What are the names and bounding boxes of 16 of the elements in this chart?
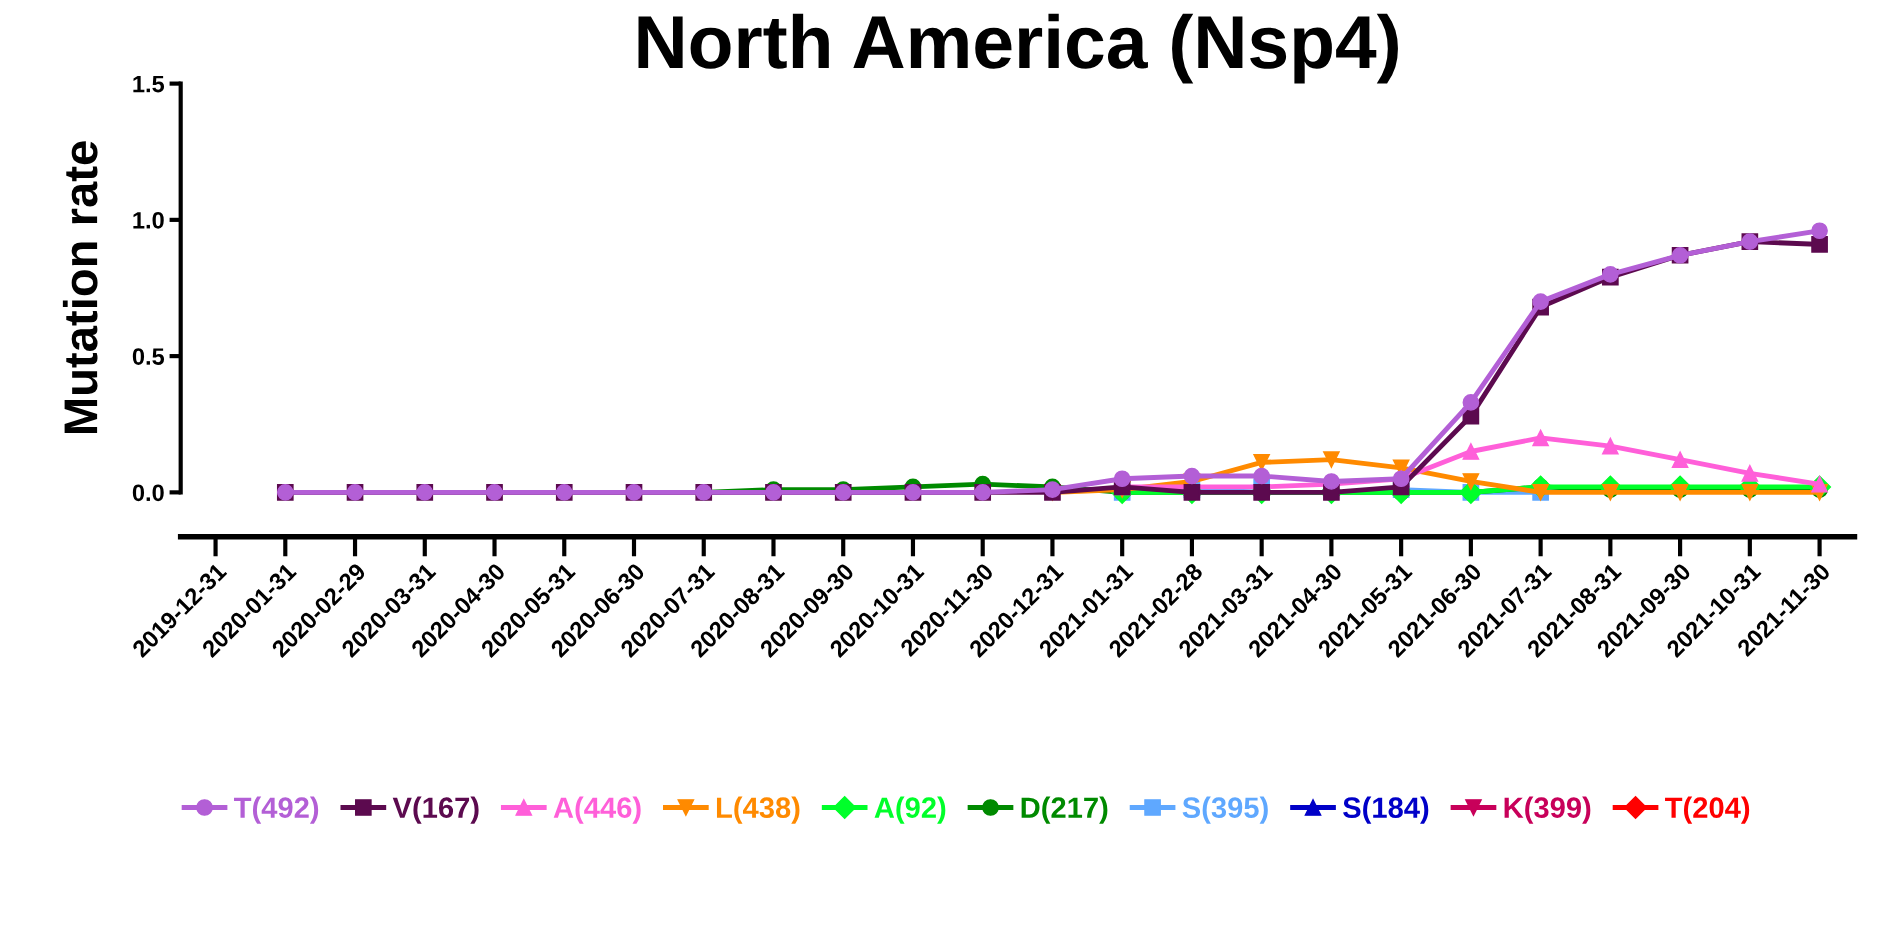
y-tick-label: 0.5 [132,348,165,365]
y-tick-label: 0.0 [132,484,164,502]
legend-label: D(217) [1021,796,1108,824]
y-axis-title: Mutation rate [62,141,98,434]
legend-label: T(204) [1665,796,1750,824]
legend-label: K(399) [1504,796,1591,824]
chart-title: North America (Nsp4) [638,13,1398,84]
legend-label: T(492) [234,796,319,824]
legend-label: V(167) [392,796,479,824]
legend-label: S(184) [1343,796,1429,824]
legend-label: S(395) [1182,796,1268,824]
legend-label: A(446) [553,796,641,824]
y-tick-label: 1.0 [133,211,164,229]
legend-label: L(438) [716,796,800,824]
y-tick-label: 1.5 [133,75,165,93]
legend-label: A(92) [874,796,946,824]
